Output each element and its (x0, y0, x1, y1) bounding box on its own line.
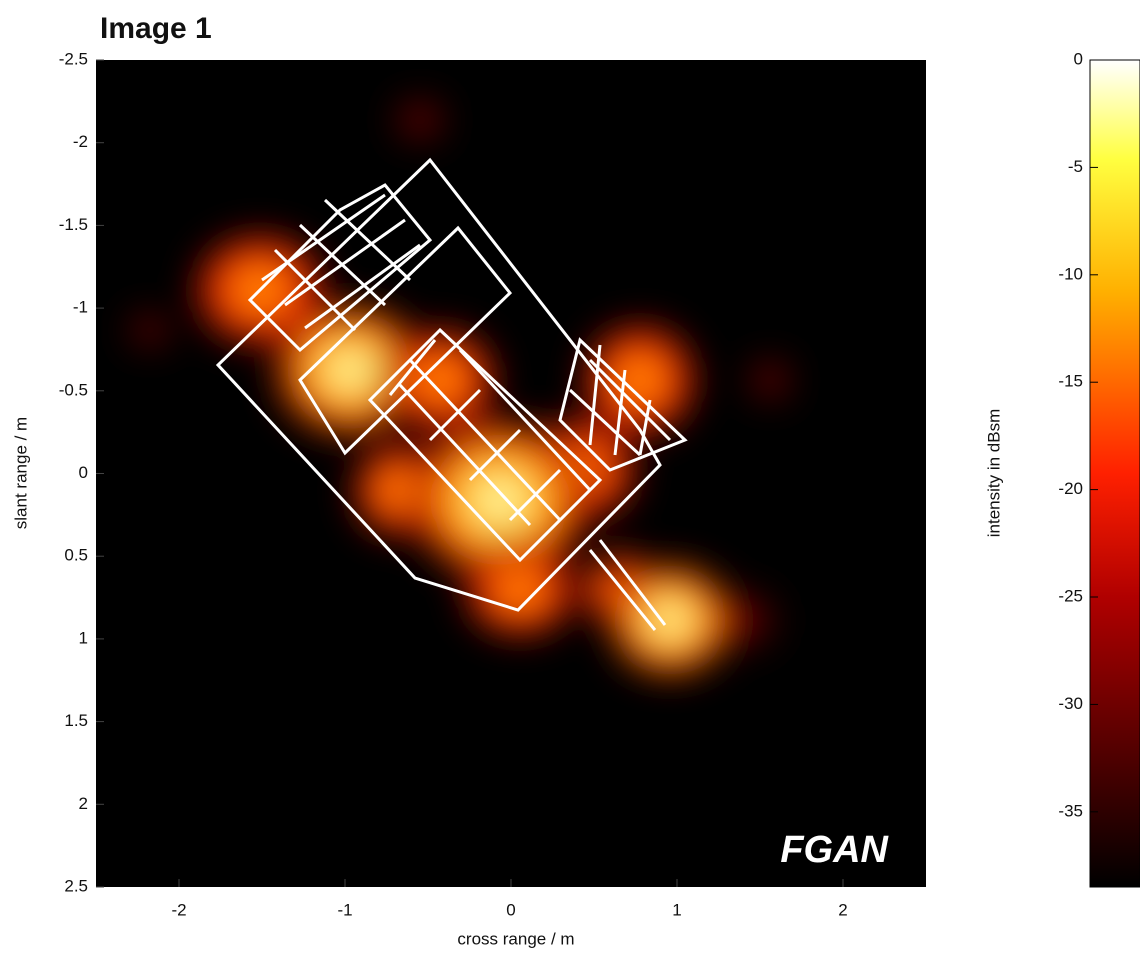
y-tick-label: 0.5 (64, 546, 88, 565)
x-tick-label: 0 (506, 900, 515, 919)
y-tick-label: 0 (79, 463, 88, 482)
x-tick-label: 2 (838, 900, 847, 919)
colorbar-tick-label: -25 (1058, 586, 1083, 605)
x-tick-label: 1 (672, 900, 681, 919)
y-tick-label: 1 (79, 628, 88, 647)
chart-title: Image 1 (100, 12, 212, 45)
colorbar-tick-label: -30 (1058, 694, 1083, 713)
figure: Image 1 (0, 0, 1140, 957)
colorbar-tick-label: -15 (1058, 372, 1083, 391)
colorbar-tick-label: -35 (1058, 801, 1083, 820)
y-tick-label: -0.5 (59, 380, 88, 399)
y-tick-label: -1.5 (59, 215, 88, 234)
y-axis-label: slant range / m (11, 417, 30, 529)
y-tick-label: -2 (73, 132, 88, 151)
y-tick-label: 1.5 (64, 711, 88, 730)
y-tick-label: 2.5 (64, 876, 88, 895)
y-tick-label: -1 (73, 298, 88, 317)
colorbar-tick-label: 0 (1074, 49, 1083, 68)
colorbar-tick-label: -5 (1068, 157, 1083, 176)
colorbar-label: intensity in dBsm (984, 409, 1003, 538)
y-tick-label: -2.5 (59, 49, 88, 68)
colorbar (1090, 60, 1140, 887)
x-axis-label: cross range / m (457, 929, 574, 948)
watermark: FGAN (780, 829, 889, 871)
x-tick-label: -1 (337, 900, 352, 919)
colorbar-tick-label: -20 (1058, 479, 1083, 498)
x-tick-label: -2 (171, 900, 186, 919)
colorbar-tick-label: -10 (1058, 264, 1083, 283)
y-tick-label: 2 (79, 794, 88, 813)
